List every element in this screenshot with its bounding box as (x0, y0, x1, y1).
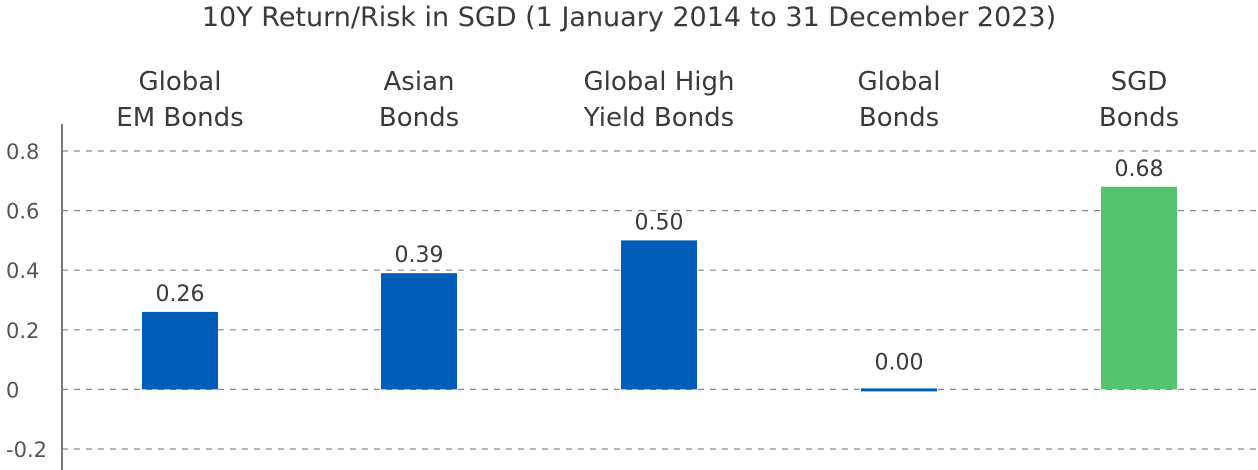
y-tick-label: 0.6 (6, 200, 39, 224)
category-label: Global EM Bonds (116, 67, 244, 133)
data-label: 0.00 (875, 350, 924, 375)
category-label: SGD Bonds (1098, 67, 1180, 133)
data-label: 0.26 (156, 282, 205, 307)
y-tick-label: 0 (6, 378, 19, 402)
bar (1101, 186, 1177, 390)
y-tick-label: 0.8 (6, 140, 39, 164)
chart-title: 10Y Return/Risk in SGD (1 January 2014 t… (201, 2, 1057, 33)
category-label: Asian Bonds (378, 67, 460, 133)
data-label: 0.68 (1115, 157, 1164, 182)
bar (381, 273, 457, 390)
bar (621, 240, 697, 390)
bar (142, 311, 218, 390)
category-label: Global High Yield Bonds (583, 67, 735, 133)
y-tick-label: 0.2 (6, 319, 39, 343)
y-tick-label: -0.2 (6, 438, 47, 462)
category-label: Global Bonds (857, 67, 941, 133)
y-tick-label: 0.4 (6, 259, 39, 283)
data-label: 0.50 (635, 210, 684, 235)
data-label: 0.39 (395, 243, 444, 268)
bar (861, 388, 937, 392)
